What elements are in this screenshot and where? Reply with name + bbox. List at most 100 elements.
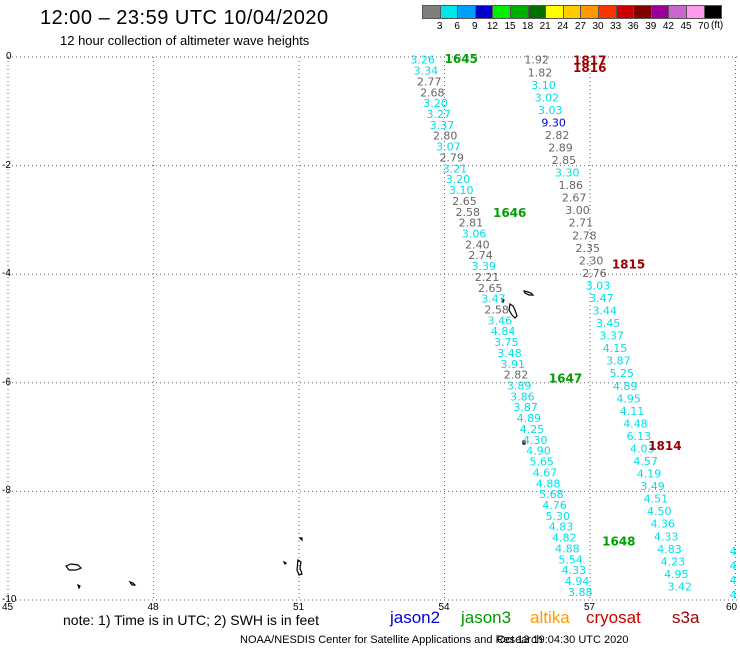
legend-swatch (545, 5, 564, 19)
legend-swatch (562, 5, 582, 19)
wave-height-value: 3.75 (494, 336, 519, 349)
wave-height-value: 3.87 (513, 401, 538, 414)
wave-height-value: 2.21 (475, 271, 500, 284)
wave-height-value: 3.07 (436, 141, 461, 154)
wave-height-value: 3.44 (593, 305, 618, 318)
island-small-2 (522, 440, 526, 445)
pass-time-label: 1815 (612, 257, 645, 271)
wave-height-value: 2.35 (575, 242, 600, 255)
legend-swatch (580, 5, 599, 19)
island-praslin (522, 290, 535, 296)
wave-height-value: 4 (730, 560, 737, 573)
wave-height-value: 4 (730, 589, 737, 602)
latitude-tick-label: -2 (2, 159, 11, 171)
island-small-1 (500, 297, 505, 304)
legend-swatch (439, 5, 459, 19)
island-small-4 (282, 560, 288, 566)
latitude-tick-label: 0 (6, 51, 12, 62)
wave-height-value: 4.89 (517, 412, 542, 425)
legend-swatch (474, 5, 494, 19)
wave-height-value: 3.47 (481, 293, 506, 306)
island-coastlines (65, 290, 535, 590)
wave-height-value: 3.89 (507, 380, 532, 393)
wave-height-value: 3.03 (538, 104, 563, 117)
wave-height-value: 5.65 (529, 456, 554, 469)
wave-height-value: 4 (730, 574, 737, 587)
wave-height-value: 4.67 (533, 466, 558, 479)
wave-height-value: 4.33 (562, 564, 587, 577)
wave-height-value: 1.92 (524, 54, 549, 67)
wave-height-value: 2.76 (582, 267, 607, 280)
legend-swatch (422, 5, 441, 19)
legend-label: 70 (698, 21, 710, 32)
pass-time-label: 1816 (573, 61, 606, 75)
legend-label: 21 (539, 21, 551, 32)
wave-height-value: 4.95 (616, 392, 641, 405)
wave-height-value: 4.82 (552, 532, 577, 545)
wave-height-value: 2.77 (417, 75, 442, 88)
longitude-tick-label: 54 (438, 602, 450, 613)
pass-time-label: 1814 (648, 439, 681, 453)
longitude-tick-label: 60 (726, 602, 738, 613)
legend-label: 42 (662, 21, 674, 32)
island-farquhar (296, 558, 303, 576)
generated-timestamp: Oct 13 19:04:30 UTC 2020 (497, 634, 629, 646)
wave-height-value: 5.25 (610, 367, 635, 380)
wave-height-value: 4.19 (637, 468, 662, 481)
wave-height-value: 2.65 (478, 282, 503, 295)
wave-height-value: 2.67 (562, 192, 587, 205)
legend-unit: (ft) (711, 20, 724, 31)
lat-lon-grid (7, 56, 740, 601)
wave-height-value: 4.89 (613, 380, 638, 393)
wave-height-value: 3.48 (497, 347, 522, 360)
wave-height-value: 4.11 (620, 405, 645, 418)
wave-height-value: 3.02 (535, 91, 560, 104)
wave-height-value: 2.89 (548, 142, 573, 155)
page-title: 12:00 – 23:59 UTC 10/04/2020 (40, 7, 329, 29)
wave-height-value: 4 (730, 545, 737, 558)
wave-height-value: 4.51 (644, 493, 669, 506)
wave-height-value: 3.39 (472, 260, 497, 273)
wave-height-value: 4.50 (647, 505, 672, 518)
wave-height-value: 3.27 (427, 108, 452, 121)
wave-height-value: 4.57 (633, 455, 658, 468)
legend-label: 12 (486, 21, 498, 32)
wave-height-value: 2.82 (545, 129, 570, 142)
longitude-tick-label: 48 (147, 602, 159, 613)
legend-label: 36 (627, 21, 639, 32)
legend-label: 39 (645, 21, 657, 32)
legend-label: 33 (610, 21, 622, 32)
wave-height-value: 3.10 (449, 184, 474, 197)
island-mahe (508, 302, 518, 319)
wave-height-value: 3.00 (565, 204, 590, 217)
legend-label: 3 (436, 21, 443, 32)
satellite-name-jason2: jason2 (390, 608, 441, 627)
wave-height-value: 2.68 (420, 86, 445, 99)
wave-height-value: 4.88 (555, 542, 580, 555)
wave-height-value: 3.37 (599, 330, 624, 343)
wave-height-value: 4.30 (523, 434, 548, 447)
legend-swatch (668, 5, 687, 19)
legend-swatch (457, 5, 476, 19)
legend-label: 45 (680, 21, 692, 32)
wave-height-value: 4.94 (565, 575, 590, 588)
pass-time-label: 1817 (573, 54, 606, 68)
island-west-2 (76, 583, 81, 590)
wave-height-value: 3.10 (531, 79, 556, 92)
wave-height-value: 9.30 (541, 116, 566, 129)
page-subtitle: 12 hour collection of altimeter wave hei… (60, 33, 310, 48)
island-small-3 (298, 537, 303, 542)
wave-height-value: 2.78 (572, 229, 597, 242)
wave-height-value: 3.37 (430, 119, 455, 132)
wave-height-value: 3.26 (410, 54, 435, 67)
legend-label: 18 (522, 21, 534, 32)
wave-height-value: 3.46 (488, 314, 513, 327)
wave-height-value: 3.06 (462, 227, 487, 240)
legend-label: 24 (557, 21, 569, 32)
legend-label: 30 (592, 21, 604, 32)
wave-height-value: 6.13 (627, 430, 652, 443)
longitude-tick-label: 51 (293, 602, 305, 613)
satellite-name-jason3: jason3 (461, 608, 512, 627)
